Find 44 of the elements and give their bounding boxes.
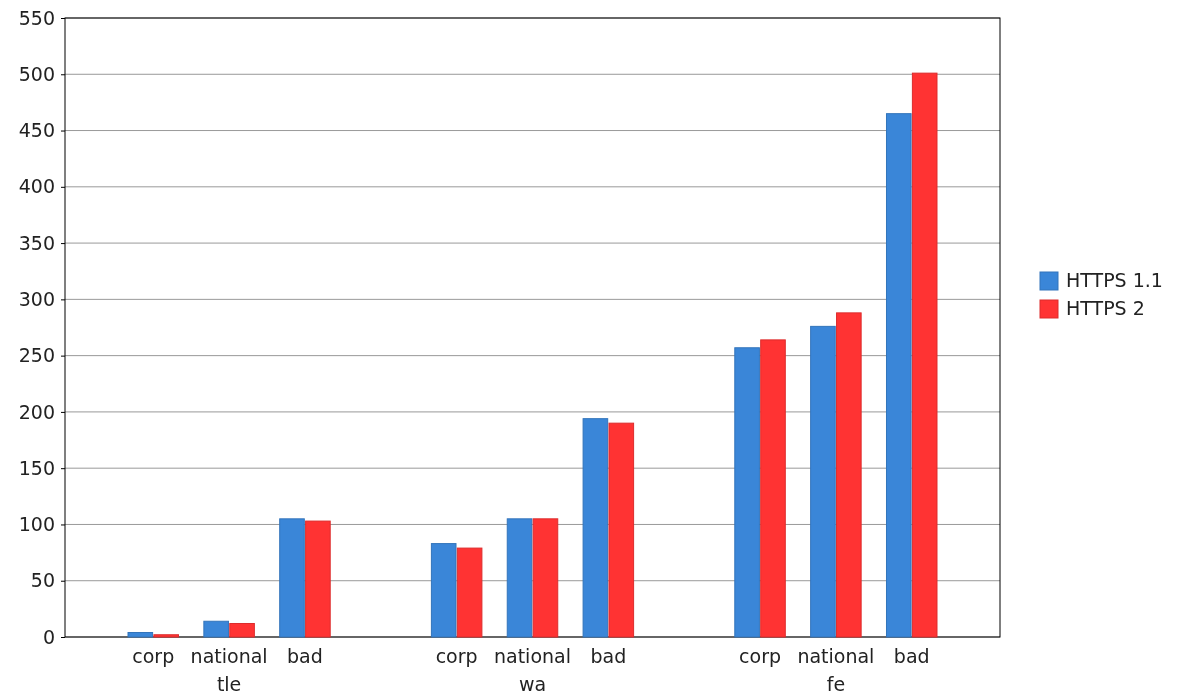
y-tick-label: 0 bbox=[42, 625, 55, 648]
y-tick-label: 150 bbox=[18, 456, 55, 479]
bar bbox=[430, 543, 457, 638]
text: tle bbox=[216, 673, 242, 695]
x-tick-label: corp bbox=[435, 645, 478, 667]
x-tick-label: bad bbox=[590, 645, 627, 667]
y-tick-label: 350 bbox=[18, 231, 55, 254]
bar bbox=[911, 72, 938, 638]
x-tick-label: bad bbox=[287, 645, 323, 667]
bar bbox=[279, 518, 305, 638]
text: fe bbox=[826, 673, 846, 695]
x-tick-label: national bbox=[493, 645, 572, 667]
bar bbox=[608, 422, 635, 638]
bar bbox=[810, 325, 836, 638]
bar bbox=[203, 620, 229, 638]
text: wa bbox=[518, 673, 547, 695]
bar bbox=[229, 623, 255, 638]
bar bbox=[836, 312, 862, 638]
x-tick-label: corp bbox=[739, 645, 782, 667]
y-tick-label: 250 bbox=[18, 344, 55, 367]
y-tick-label: 100 bbox=[18, 513, 55, 536]
y-tick-label: 300 bbox=[18, 287, 55, 310]
y-tick-label: 400 bbox=[18, 175, 55, 198]
bar bbox=[734, 347, 760, 638]
x-tick-label: national bbox=[797, 645, 875, 667]
y-tick-label: 50 bbox=[30, 569, 55, 592]
bar bbox=[532, 518, 559, 638]
y-tick-label: 450 bbox=[18, 119, 55, 142]
legend-label: HTTPS 2 bbox=[1066, 297, 1145, 319]
bar bbox=[582, 418, 609, 638]
x-tick-label: bad bbox=[893, 645, 930, 667]
bar bbox=[506, 518, 533, 638]
bar bbox=[760, 339, 786, 638]
bar bbox=[456, 547, 483, 638]
x-tick-label: national bbox=[190, 645, 268, 667]
bar bbox=[153, 634, 180, 638]
bar bbox=[305, 520, 331, 638]
y-tick-label: 200 bbox=[18, 400, 55, 423]
legend-label: HTTPS 1.1 bbox=[1066, 269, 1163, 291]
bar bbox=[885, 113, 912, 638]
x-tick-label: corp bbox=[132, 645, 175, 667]
y-tick-label: 550 bbox=[18, 6, 55, 29]
y-tick-label: 500 bbox=[18, 62, 55, 85]
bar bbox=[127, 632, 154, 638]
